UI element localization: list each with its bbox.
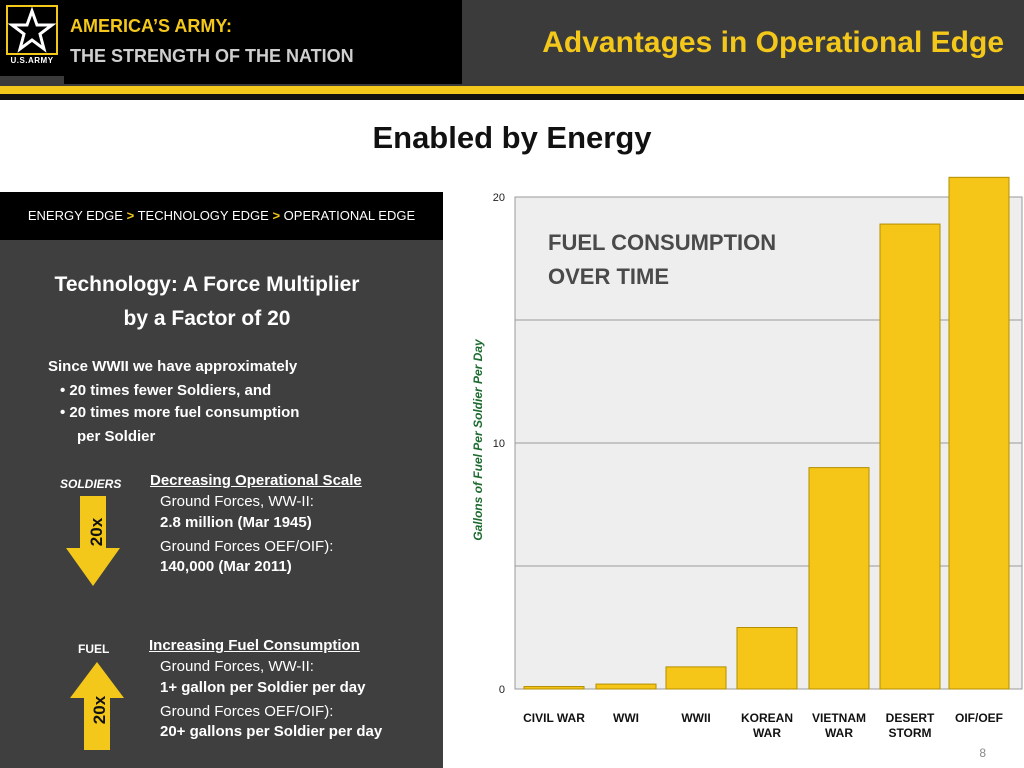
up-arrow-icon [70,662,124,750]
breadcrumb-item-technology: TECHNOLOGY EDGE [137,208,269,223]
bar [665,666,727,690]
soldiers-oef-value: 140,000 (Mar 2011) [160,558,292,575]
breadcrumb-item-energy: ENERGY EDGE [27,208,123,223]
y-tick-label: 10 [493,438,505,450]
bullet-soldiers: • 20 times fewer Soldiers, and [60,382,272,399]
panel-title: Technology: A Force Multiplier by a Fact… [0,268,414,336]
panel-title-line1: Technology: A Force Multiplier [54,273,360,296]
y-tick-label: 20 [493,192,505,204]
soldiers-label: SOLDIERS [60,477,122,491]
intro-text: Since WWII we have approximately [48,358,298,375]
x-axis-ticks: CIVIL WAR WWI WWII KOREAN WAR VIETNAM WAR DESER… [523,711,1003,740]
header-divider [0,94,1024,100]
bar [523,686,585,690]
x-tick-label: CIVIL WAR [523,711,585,725]
fuel-oef-value: 20+ gallons per Soldier per day [160,723,383,740]
bullet-fuel-continued: per Soldier [77,428,156,445]
bar [808,467,870,690]
soldiers-arrow-label: 20x [87,517,107,547]
chart-title: FUEL CONSUMPTION OVER TIME [548,226,818,294]
breadcrumb: ENERGY EDGE > TECHNOLOGY EDGE > OPERATIO… [0,192,443,240]
soldiers-oef-label: Ground Forces OEF/OIF): [160,538,334,555]
fuel-consumption-chart: 0 10 20 CIVIL WAR WWI WWII KOREAN WAR VIETNAM WA… [493,176,1023,740]
breadcrumb-item-operational: OPERATIONAL EDGE [283,208,416,223]
bars [523,176,1010,690]
x-tick-label: OIF/OEF [955,711,1003,725]
army-star-icon [6,5,58,55]
logo-text: U.S.ARMY [10,56,54,65]
header-accent-stripe [0,86,1024,94]
chart-title-line1: FUEL CONSUMPTION [548,230,777,255]
soldiers-ww2-label: Ground Forces, WW-II: [160,493,314,510]
x-tick-label: WWII [681,711,710,725]
x-tick-label: WWI [613,711,639,725]
breadcrumb-separator: > [272,208,281,223]
bar [879,223,941,690]
fuel-arrow-label: 20x [90,695,110,725]
army-logo: U.S.ARMY [0,0,64,76]
info-panel: ENERGY EDGE > TECHNOLOGY EDGE > OPERATIO… [0,192,443,768]
fuel-label: FUEL [78,642,110,656]
fuel-heading: Increasing Fuel Consumption [149,637,360,654]
soldiers-heading: Decreasing Operational Scale [150,472,362,489]
bar [736,627,798,690]
page-number: 8 [979,746,986,760]
x-tick-label: KOREAN WAR [741,711,793,740]
bullet-fuel: • 20 times more fuel consumption [60,404,300,421]
breadcrumb-separator: > [126,208,135,223]
y-tick-label: 0 [499,684,505,696]
brand-subtitle: THE STRENGTH OF THE NATION [70,46,354,66]
soldiers-ww2-value: 2.8 million (Mar 1945) [160,514,312,531]
x-tick-label: DESERT STORM [886,711,935,740]
chart-title-line2: OVER TIME [548,264,670,289]
down-arrow-icon [66,496,120,586]
fuel-ww2-label: Ground Forces, WW-II: [160,658,314,675]
slide-subtitle: Enabled by Energy [372,120,652,155]
slide-title: Advantages in Operational Edge [542,26,1004,59]
y-axis-label: Gallons of Fuel Per Soldier Per Day [471,339,485,541]
fuel-oef-label: Ground Forces OEF/OIF): [160,703,334,720]
brand-title: AMERICA’S ARMY: [70,16,232,36]
panel-title-line2: by a Factor of 20 [123,307,291,330]
bar [948,176,1010,690]
bar [595,683,657,690]
fuel-ww2-value: 1+ gallon per Soldier per day [160,679,366,696]
x-tick-label: VIETNAM WAR [812,711,866,740]
brand-box: AMERICA’S ARMY: THE STRENGTH OF THE NATI… [64,0,462,84]
y-axis-ticks: 0 10 20 [493,192,505,696]
